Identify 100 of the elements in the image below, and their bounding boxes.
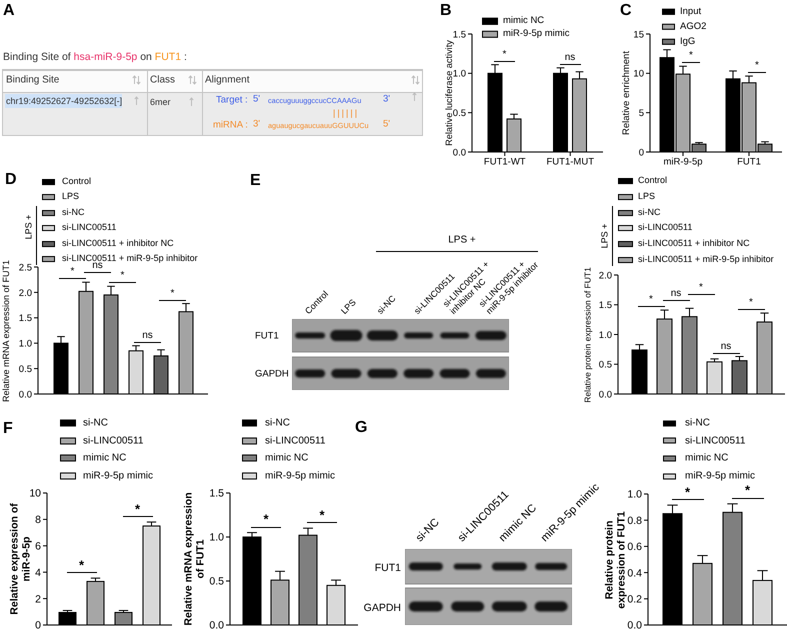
legend-label: mimic NC bbox=[503, 14, 544, 26]
y-tick-label: 0 bbox=[638, 147, 644, 158]
text: |||||| bbox=[333, 108, 360, 118]
y-tick-label: 0.0 bbox=[209, 620, 224, 632]
legend-label: si-LINC00511 + miR-9-5p inhibitor bbox=[638, 254, 774, 265]
text: Binding Site bbox=[6, 74, 60, 86]
text: LPS + bbox=[448, 234, 476, 246]
legend-label: miR-9-5p mimic bbox=[685, 470, 755, 482]
y-tick-label: 4 bbox=[35, 566, 42, 579]
legend-label: mimic NC bbox=[685, 452, 728, 464]
y-axis-title: Relative luciferase activity bbox=[444, 40, 454, 146]
legend-label: si-NC bbox=[83, 418, 108, 428]
y-axis-title: Relative protein expression of FUT1 bbox=[603, 510, 627, 610]
y-tick-label: 1.0 bbox=[598, 330, 612, 341]
text: Target : bbox=[216, 94, 248, 106]
y-tick-label: 2.0 bbox=[18, 288, 32, 299]
annotation: * bbox=[755, 60, 759, 72]
y-tick-label: 1.5 bbox=[452, 29, 466, 40]
x-tick-label: FUT1 bbox=[737, 156, 761, 168]
y-tick-label: 0.8 bbox=[627, 514, 642, 527]
y-tick-label: 0.0 bbox=[452, 147, 466, 158]
y-tick-label: 1.5 bbox=[18, 313, 32, 324]
y-axis-title: Relative enrichment bbox=[620, 51, 632, 135]
text: A bbox=[3, 2, 15, 20]
annotation: * bbox=[120, 270, 124, 282]
text: miRNA : bbox=[213, 120, 248, 132]
legend-label: miR-9-5p mimic bbox=[265, 470, 335, 482]
legend-label: si-LINC00511 bbox=[638, 222, 692, 234]
annotation: * bbox=[70, 266, 74, 278]
y-axis-title: Relative expression of miR-9-5p bbox=[8, 503, 32, 615]
legend-label: Control bbox=[62, 176, 92, 187]
y-tick-label: 0.6 bbox=[627, 541, 642, 554]
y-tick-label: 1.5 bbox=[209, 488, 224, 500]
chart-title: D bbox=[5, 170, 17, 190]
y-axis-title: Relative mRNA expression of FUT1 bbox=[1, 259, 12, 402]
y-tick-label: 1.0 bbox=[627, 488, 642, 501]
annotation: * bbox=[502, 48, 506, 60]
legend-label: si-NC bbox=[62, 206, 84, 218]
legend-label: si-NC bbox=[638, 206, 660, 218]
legend-title: LPS + bbox=[24, 214, 34, 240]
y-tick-label: 10 bbox=[633, 68, 644, 80]
legend-label: mimic NC bbox=[83, 452, 126, 464]
annotation: * bbox=[78, 557, 84, 572]
y-tick-label: 1.5 bbox=[598, 300, 612, 312]
annotation: * bbox=[749, 297, 753, 308]
legend-label: si-LINC00511 bbox=[83, 435, 144, 446]
text: GAPDH bbox=[255, 368, 289, 380]
y-axis-title: Relative protein expression of FUT1 bbox=[582, 266, 593, 402]
text: 6mer bbox=[150, 96, 171, 108]
text: FUT1 bbox=[374, 562, 401, 574]
chart-title: F bbox=[3, 420, 13, 438]
annotation: ns bbox=[720, 340, 732, 352]
annotation: * bbox=[684, 484, 690, 500]
text: G bbox=[355, 418, 368, 438]
legend-label: AGO2 bbox=[680, 20, 706, 32]
y-tick-label: 5 bbox=[638, 108, 644, 120]
y-tick-label: 8 bbox=[35, 514, 42, 526]
chart-title: B bbox=[440, 2, 452, 20]
text: GAPDH bbox=[364, 602, 401, 614]
y-tick-label: 0.5 bbox=[209, 576, 224, 588]
text: 5' bbox=[253, 94, 260, 106]
legend-label: IgG bbox=[680, 36, 696, 48]
y-tick-label: 0 bbox=[35, 620, 42, 632]
y-tick-label: 10 bbox=[29, 488, 42, 500]
annotation: * bbox=[319, 507, 325, 522]
legend-label: si-LINC00511 bbox=[685, 435, 746, 446]
y-tick-label: 0.2 bbox=[627, 594, 642, 606]
legend-label: si-NC bbox=[265, 418, 290, 428]
legend-label: si-LINC00511 bbox=[265, 435, 326, 446]
annotation: * bbox=[263, 512, 269, 527]
legend-label: si-LINC00511 + inhibitor NC bbox=[62, 238, 174, 249]
y-tick-label: 0.4 bbox=[627, 567, 642, 580]
text: LPS bbox=[339, 297, 358, 316]
legend-label: Input bbox=[680, 6, 702, 18]
legend-label: Control bbox=[638, 175, 668, 186]
legend-label: si-NC bbox=[685, 418, 710, 428]
chart-title: C bbox=[620, 2, 632, 20]
y-tick-label: 0.5 bbox=[18, 364, 32, 375]
y-tick-label: 0.0 bbox=[627, 620, 642, 632]
x-tick-label: FUT1-WT bbox=[484, 156, 526, 168]
text: FUT1 bbox=[255, 330, 279, 342]
annotation: * bbox=[649, 294, 653, 306]
legend-label: mimic NC bbox=[265, 452, 308, 464]
legend-label: LPS bbox=[638, 190, 656, 202]
annotation: ns bbox=[142, 330, 153, 341]
legend-label: miR-9-5p mimic bbox=[503, 28, 570, 40]
legend-label: si-LINC00511 + inhibitor NC bbox=[638, 238, 750, 250]
annotation: * bbox=[689, 50, 693, 62]
annotation: ns bbox=[564, 52, 576, 63]
text: Binding Site of hsa-miR-9-5p on FUT1 : bbox=[3, 50, 187, 63]
annotation: ns bbox=[670, 288, 682, 300]
text: Class bbox=[150, 74, 176, 86]
y-tick-label: 15 bbox=[633, 29, 644, 40]
text: 3' bbox=[253, 118, 260, 130]
y-tick-label: 0.5 bbox=[598, 360, 612, 371]
text: 3' bbox=[383, 94, 390, 106]
legend-label: miR-9-5p mimic bbox=[83, 470, 153, 482]
y-axis-title: Relative mRNA expression of FUT1 bbox=[182, 491, 207, 628]
text: 5' bbox=[383, 118, 390, 130]
annotation: * bbox=[170, 288, 174, 299]
